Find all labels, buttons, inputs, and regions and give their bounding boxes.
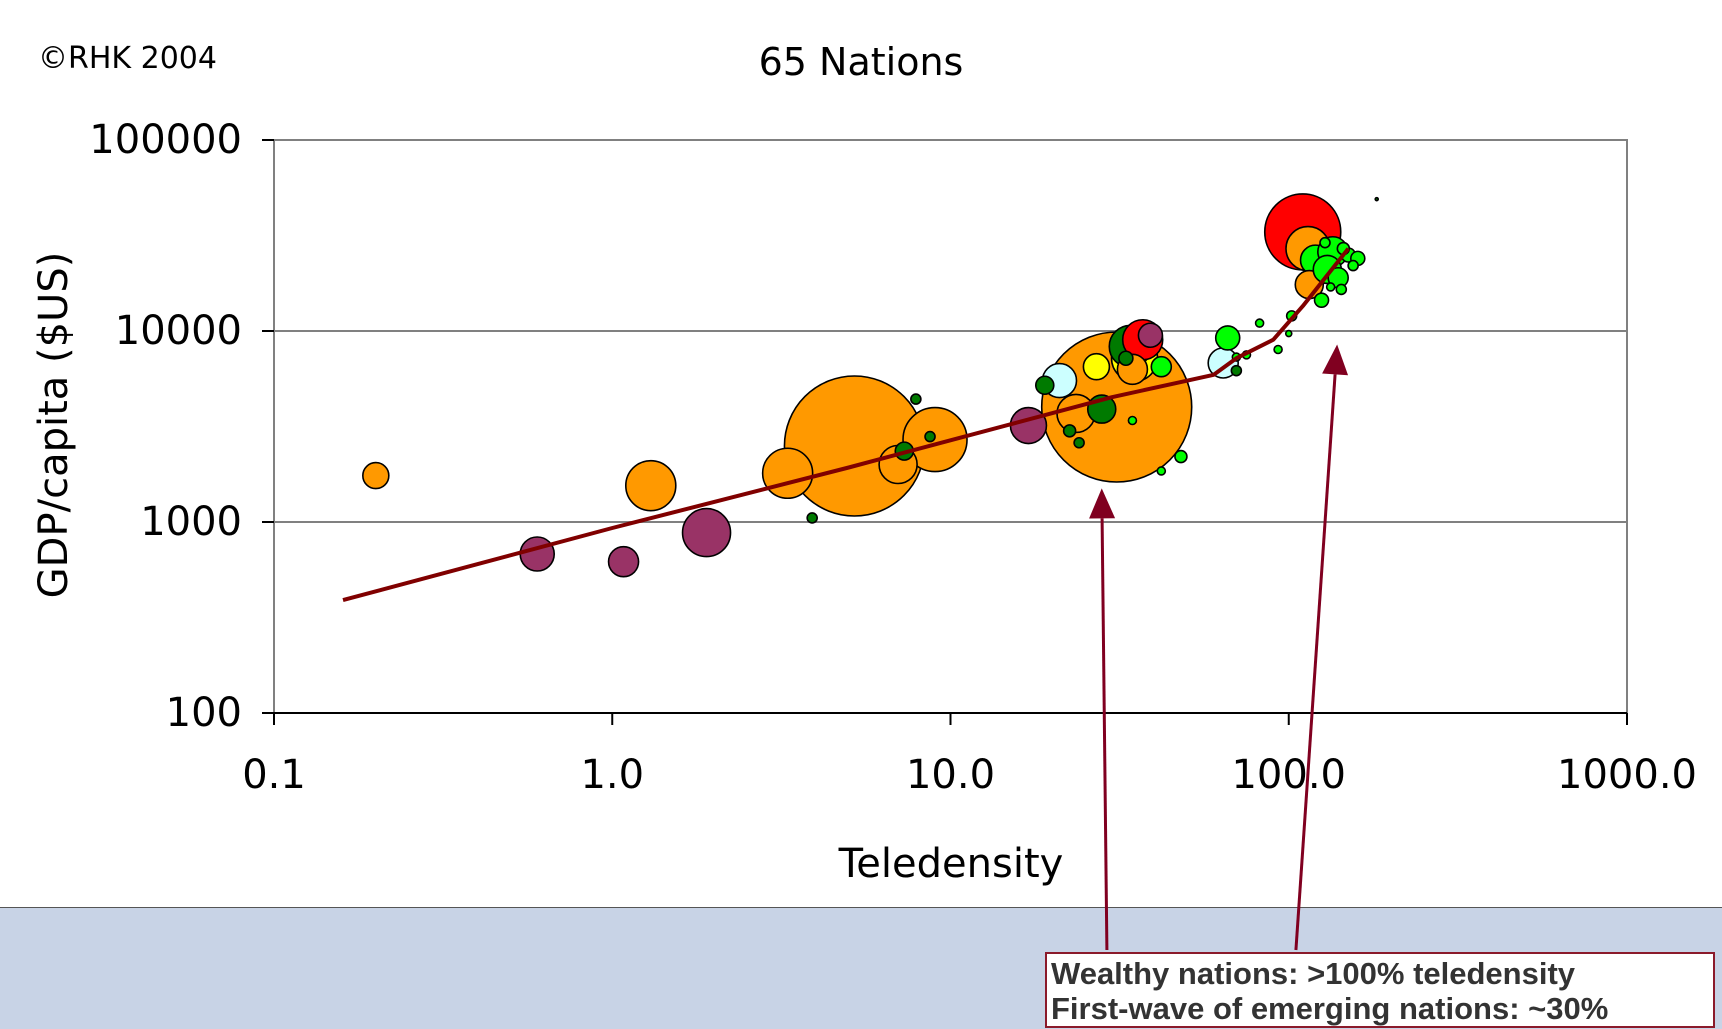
x-axis-label: Teledensity [838,841,1064,887]
bubble [1284,329,1293,338]
bubble [1118,350,1134,367]
y-tick-label: 100 [166,690,242,736]
bubble [1230,364,1243,377]
bubble [624,459,677,512]
trend-line-group [342,247,1350,603]
gridlines [274,330,1627,523]
bubble [1335,283,1348,296]
bubble [761,447,814,500]
bubble [1273,344,1283,355]
annotation-arrow-wealthy [1294,374,1337,951]
bubble [519,536,556,572]
x-tick-label: 1.0 [580,752,644,798]
bubble [1374,196,1380,202]
y-tick-label: 1000 [140,499,242,545]
bubble [1009,406,1048,445]
annotation-arrowhead-first-wave [1089,488,1116,519]
bubble [1034,375,1055,396]
chart-title: 65 Nations [759,40,964,84]
y-axis-label: GDP/capita ($US) [31,252,77,599]
y-tick-label: 10000 [115,308,242,354]
bubble [1325,282,1336,292]
callout-line-emerging: First-wave of emerging nations: ~30% [1051,991,1609,1026]
annotation-arrowhead-wealthy [1322,344,1349,376]
bubble [1319,236,1331,249]
bubble [1073,436,1085,449]
bubble [1137,322,1164,349]
bubble [607,545,640,578]
bubble [1313,292,1330,308]
bubble [681,507,732,558]
bubble [1254,318,1265,328]
bubble [1347,259,1359,272]
bubble [1174,449,1188,464]
bubble [902,406,968,473]
bubble [806,512,818,524]
x-tick-label: 100.0 [1231,752,1346,798]
annotation-arrows [1089,344,1349,951]
axes: 100 1000 10000 100000 0.1 1.0 10.0 100.0 1000.0 [89,117,1697,798]
bubble [1082,352,1111,381]
annotation-arrow-first-wave [1100,518,1109,951]
bubble [1150,355,1173,378]
bubble-series [362,193,1380,578]
x-tick-label: 0.1 [242,752,306,798]
bubble [924,430,936,443]
callout-line-wealthy: Wealthy nations: >100% teledensity [1051,956,1576,991]
bubble [910,393,922,405]
trend-line [342,247,1350,603]
copyright-label: ©RHK 2004 [38,41,217,76]
bubble [1214,325,1241,351]
bubble [1156,466,1167,476]
bubble [362,461,390,490]
x-tick-label: 1000.0 [1557,752,1697,798]
y-tick-label: 100000 [89,117,242,163]
callout-box: Wealthy nations: >100% teledensity First… [1045,952,1715,1028]
x-tick-label: 10.0 [906,752,995,798]
bubble [1062,424,1077,438]
bubble [1127,415,1138,426]
